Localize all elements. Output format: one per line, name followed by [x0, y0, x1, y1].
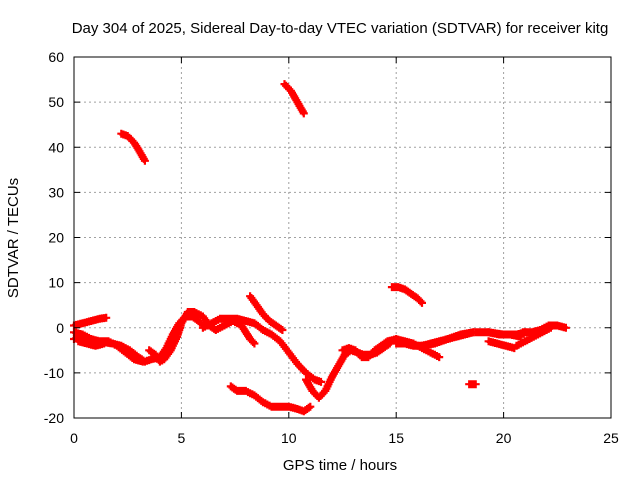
- data-marker-trail: [246, 292, 287, 334]
- chart-title: Day 304 of 2025, Sidereal Day-to-day VTE…: [72, 20, 609, 37]
- data-marker-trail: [512, 323, 555, 350]
- data-marker-trail: [484, 337, 519, 353]
- data-marker-trail: [418, 328, 478, 350]
- series-arc-9: [226, 382, 315, 416]
- series-arc-21: [512, 323, 555, 350]
- y-tick-label: 10: [48, 275, 64, 291]
- series-arc-13: [387, 283, 426, 307]
- plot-area: [70, 80, 570, 416]
- series-arc-10: [280, 80, 308, 118]
- y-tick-label: 30: [48, 184, 64, 200]
- data-marker-trail: [117, 129, 149, 165]
- data-marker-trail: [70, 313, 111, 330]
- x-axis: 0 5 10 15 20 25: [70, 57, 619, 446]
- y-tick-label: -10: [44, 365, 64, 381]
- data-marker-trail: [70, 328, 147, 366]
- data-marker-trail: [198, 314, 325, 386]
- y-tick-label: 40: [48, 139, 64, 155]
- data-marker-trail: [387, 283, 426, 307]
- y-tick-label: 50: [48, 94, 64, 110]
- y-tick-label: -20: [44, 410, 64, 426]
- series-arc-7: [198, 314, 325, 386]
- y-axis-label: SDTVAR / TECUs: [5, 178, 22, 298]
- x-tick-label: 20: [496, 430, 512, 446]
- series-arc-15: [418, 328, 478, 350]
- series-arc-1: [70, 313, 111, 330]
- data-marker-trail: [74, 337, 109, 350]
- series-arc-18: [484, 337, 519, 353]
- series-arc-4: [74, 337, 109, 350]
- x-tick-label: 10: [281, 430, 297, 446]
- y-tick-label: 20: [48, 230, 64, 246]
- x-tick-label: 15: [388, 430, 404, 446]
- data-marker-trail: [226, 382, 315, 416]
- y-tick-label: 60: [48, 49, 64, 65]
- x-tick-label: 0: [70, 430, 78, 446]
- series-arc-5: [117, 129, 149, 165]
- series-arc-16: [465, 380, 480, 389]
- data-marker-trail: [465, 380, 480, 389]
- x-tick-label: 5: [178, 430, 186, 446]
- y-tick-label: 0: [56, 320, 64, 336]
- x-axis-label: GPS time / hours: [283, 457, 397, 474]
- grid-lines: [74, 57, 611, 418]
- series-arc-8: [246, 292, 287, 334]
- data-marker-trail: [280, 80, 308, 118]
- x-tick-label: 25: [603, 430, 619, 446]
- series-arc-3: [70, 328, 147, 366]
- y-axis: -20 -10 0 10 20 30 40 50 60: [44, 49, 611, 426]
